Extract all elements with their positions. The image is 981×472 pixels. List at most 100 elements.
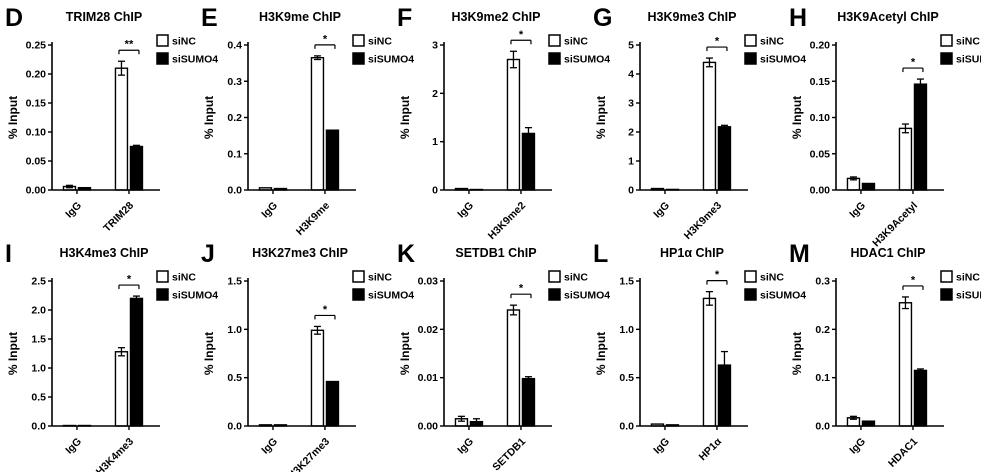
legend-swatch-siNC — [940, 34, 953, 47]
significance-bracket — [118, 49, 140, 55]
legend-label-siSUMO4: siSUMO4 — [368, 54, 414, 66]
panel-letter: G — [593, 4, 612, 32]
legend-swatch-siSUMO4 — [744, 288, 757, 301]
legend-label-siSUMO4: siSUMO4 — [760, 290, 806, 302]
bar-siSUMO4-IgG — [861, 182, 876, 191]
legend-swatch-siNC — [940, 270, 953, 283]
panel-title: H3K9Acetyl ChIP — [837, 10, 938, 24]
panel-letter: J — [201, 240, 215, 268]
y-tick-label: 0.05 — [810, 148, 831, 160]
y-axis-label: % Input — [202, 332, 216, 375]
significance-marker: * — [911, 274, 916, 286]
bar-siNC-TRIM28 — [114, 67, 129, 191]
y-axis-label: % Input — [790, 332, 804, 375]
panel-D-chart: D TRIM28 ChIP % Input IgG TRIM28 0.00 0.05 0.10… — [5, 4, 218, 235]
legend-label-siSUMO4: siSUMO4 — [172, 54, 218, 66]
panel-I-chart: I H3K4me3 ChIP % Input IgG H3K4me3 0.0 0.5 1.0 1… — [5, 240, 218, 472]
y-axis-label: % Input — [594, 332, 608, 375]
error-bar-siNC-H3K4me3 — [117, 347, 125, 357]
bar-siNC-H3K9Acetyl — [898, 127, 913, 191]
y-tick-label: 0.0 — [815, 421, 830, 433]
x-tick-label: SETDB1 — [490, 436, 528, 472]
y-tick-label: 0 — [432, 185, 438, 197]
panel-F: F H3K9me2 ChIP% Input IgG H3K9me2 0 1 2 3 * siNC s… — [392, 0, 610, 242]
panel-letter: F — [397, 4, 412, 32]
panel-M-chart: M HDAC1 ChIP % Input IgG HDAC1 0.0 0.1 0.2 0.3 * s… — [789, 240, 981, 470]
panel-letter: E — [201, 4, 218, 32]
y-tick-label: 0.1 — [227, 148, 242, 160]
y-tick-label: 1.0 — [227, 324, 242, 336]
error-bar-siSUMO4-TRIM28 — [132, 144, 140, 149]
panel-E-chart: E H3K9me ChIP % Input IgG H3K9me 0.0 0.1 0.2 0.3… — [201, 4, 414, 238]
bar-siNC-H3K9me3 — [702, 61, 717, 191]
y-tick-label: 0.00 — [26, 185, 47, 197]
legend-swatch-siSUMO4 — [548, 52, 561, 65]
error-bar-siNC-H3K9Acetyl — [901, 123, 909, 134]
y-tick-label: 0.1 — [815, 372, 830, 384]
bar-siSUMO4-HDAC1 — [913, 369, 928, 427]
y-tick-label: 0.25 — [26, 40, 47, 52]
panel-D: D TRIM28 ChIP % Input IgG TRIM28 0.00 0.05 0.10… — [0, 0, 218, 236]
significance-bracket — [118, 284, 140, 290]
y-axis-label: % Input — [6, 332, 20, 375]
y-tick-label: 1.0 — [31, 363, 46, 375]
y-tick-label: 2.5 — [31, 276, 46, 288]
legend-label-siNC: siNC — [564, 36, 588, 48]
x-tick-label: IgG — [63, 200, 84, 221]
legend-swatch-siSUMO4 — [156, 52, 169, 65]
legend-swatch-siSUMO4 — [352, 288, 365, 301]
y-tick-label: 0.03 — [418, 276, 439, 288]
error-bar-siSUMO4-HDAC1 — [916, 368, 924, 373]
bar-siSUMO4-H3K9me — [325, 129, 340, 191]
legend-swatch-siSUMO4 — [156, 288, 169, 301]
error-bar-siSUMO4-H3K9me3 — [720, 124, 728, 129]
legend-swatch-siSUMO4 — [940, 52, 953, 65]
error-bar-siSUMO4-IgG — [472, 418, 480, 426]
legend-label-siNC: siNC — [368, 272, 392, 284]
y-tick-label: 0.0 — [619, 421, 634, 433]
error-bar-siNC-IgG — [849, 415, 857, 420]
y-tick-label: 2.0 — [31, 305, 46, 317]
legend-swatch-siNC — [156, 34, 169, 47]
panel-letter: I — [5, 240, 12, 268]
significance-marker: * — [715, 36, 720, 48]
legend-label-siNC: siNC — [956, 272, 980, 284]
y-tick-label: 0.20 — [26, 69, 47, 81]
significance-bracket — [314, 314, 336, 320]
significance-marker: * — [323, 33, 328, 45]
error-bar-siSUMO4-H3K9me2 — [524, 127, 532, 140]
legend-swatch-siNC — [352, 34, 365, 47]
x-tick-label: TRIM28 — [101, 200, 136, 235]
error-bar-siNC-H3K9me2 — [509, 50, 517, 69]
x-tick-label: IgG — [651, 200, 672, 221]
significance-bracket — [706, 280, 728, 285]
bar-siSUMO4-H3K9Acetyl — [913, 83, 928, 191]
legend-label-siNC: siNC — [956, 36, 980, 48]
panel-letter: K — [397, 240, 415, 268]
panel-letter: M — [789, 240, 810, 268]
y-tick-label: 0.2 — [227, 112, 242, 124]
significance-marker: * — [127, 274, 132, 286]
panel-K-chart: K SETDB1 ChIP % Input IgG SETDB1 0.00 0.01 0.02… — [397, 240, 610, 472]
y-tick-label: 0.0 — [31, 421, 46, 433]
y-tick-label: 1.5 — [227, 276, 242, 288]
y-tick-label: 1.5 — [31, 334, 46, 346]
y-tick-label: 2 — [432, 88, 438, 100]
panel-title: H3K9me3 ChIP — [648, 10, 737, 24]
legend-label-siSUMO4: siSUMO4 — [172, 290, 218, 302]
legend-label-siSUMO4: siSUMO4 — [956, 54, 981, 66]
error-bar-siNC-H3K9me3 — [705, 57, 713, 68]
legend-label-siSUMO4: siSUMO4 — [564, 54, 610, 66]
legend-label-siNC: siNC — [368, 36, 392, 48]
bar-siNC-H3K27me3 — [310, 329, 325, 427]
bar-siSUMO4-TRIM28 — [129, 145, 144, 191]
bar-siSUMO4-H3K4me3 — [129, 297, 144, 427]
y-tick-label: 0.0 — [227, 185, 242, 197]
panel-letter: D — [5, 4, 23, 32]
y-tick-label: 2 — [628, 127, 634, 139]
error-bar-siSUMO4-H3K4me3 — [132, 295, 140, 302]
legend-swatch-siSUMO4 — [940, 288, 953, 301]
bar-siNC-H3K9me2 — [506, 58, 521, 191]
panel-title: H3K9me2 ChIP — [452, 10, 541, 24]
